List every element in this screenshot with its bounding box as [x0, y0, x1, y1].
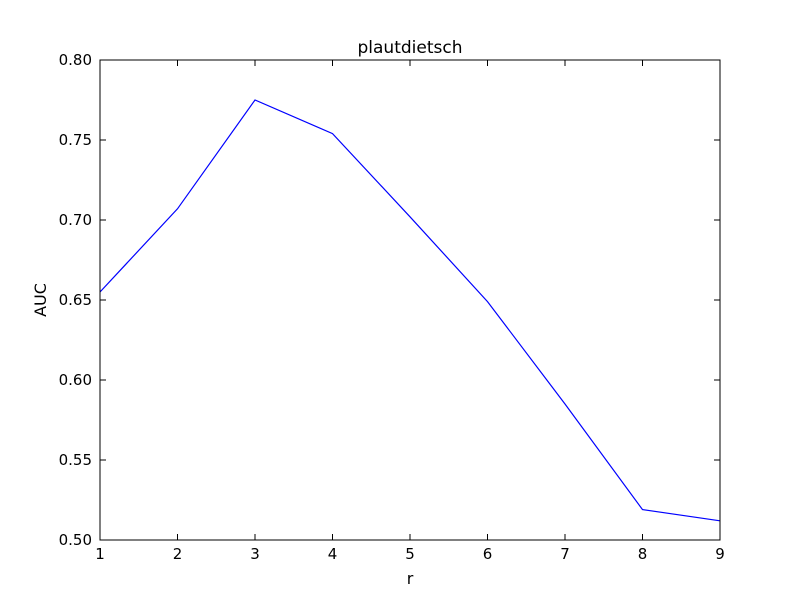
y-tick-label: 0.70 — [59, 211, 92, 229]
y-tick-label: 0.65 — [59, 291, 92, 309]
y-tick-label: 0.60 — [59, 371, 92, 389]
y-tick-label: 0.75 — [59, 131, 92, 149]
y-tick-label: 0.80 — [59, 51, 92, 69]
x-tick-label: 4 — [328, 545, 338, 563]
x-tick-label: 8 — [638, 545, 648, 563]
x-tick-label: 9 — [715, 545, 725, 563]
x-tick-label: 6 — [483, 545, 493, 563]
x-axis: 1 2 3 4 5 6 7 8 9 — [95, 60, 725, 563]
x-tick-label: 1 — [95, 545, 105, 563]
y-axis-label: AUC — [31, 283, 50, 317]
x-tick-label: 7 — [560, 545, 570, 563]
x-tick-label: 5 — [405, 545, 415, 563]
x-axis-label: r — [407, 569, 414, 588]
y-tick-label: 0.50 — [59, 531, 92, 549]
plot-frame — [99, 59, 721, 541]
x-tick-label: 3 — [250, 545, 260, 563]
y-tick-label: 0.55 — [59, 451, 92, 469]
chart-title: plautdietsch — [358, 38, 463, 58]
x-tick-label: 2 — [173, 545, 183, 563]
